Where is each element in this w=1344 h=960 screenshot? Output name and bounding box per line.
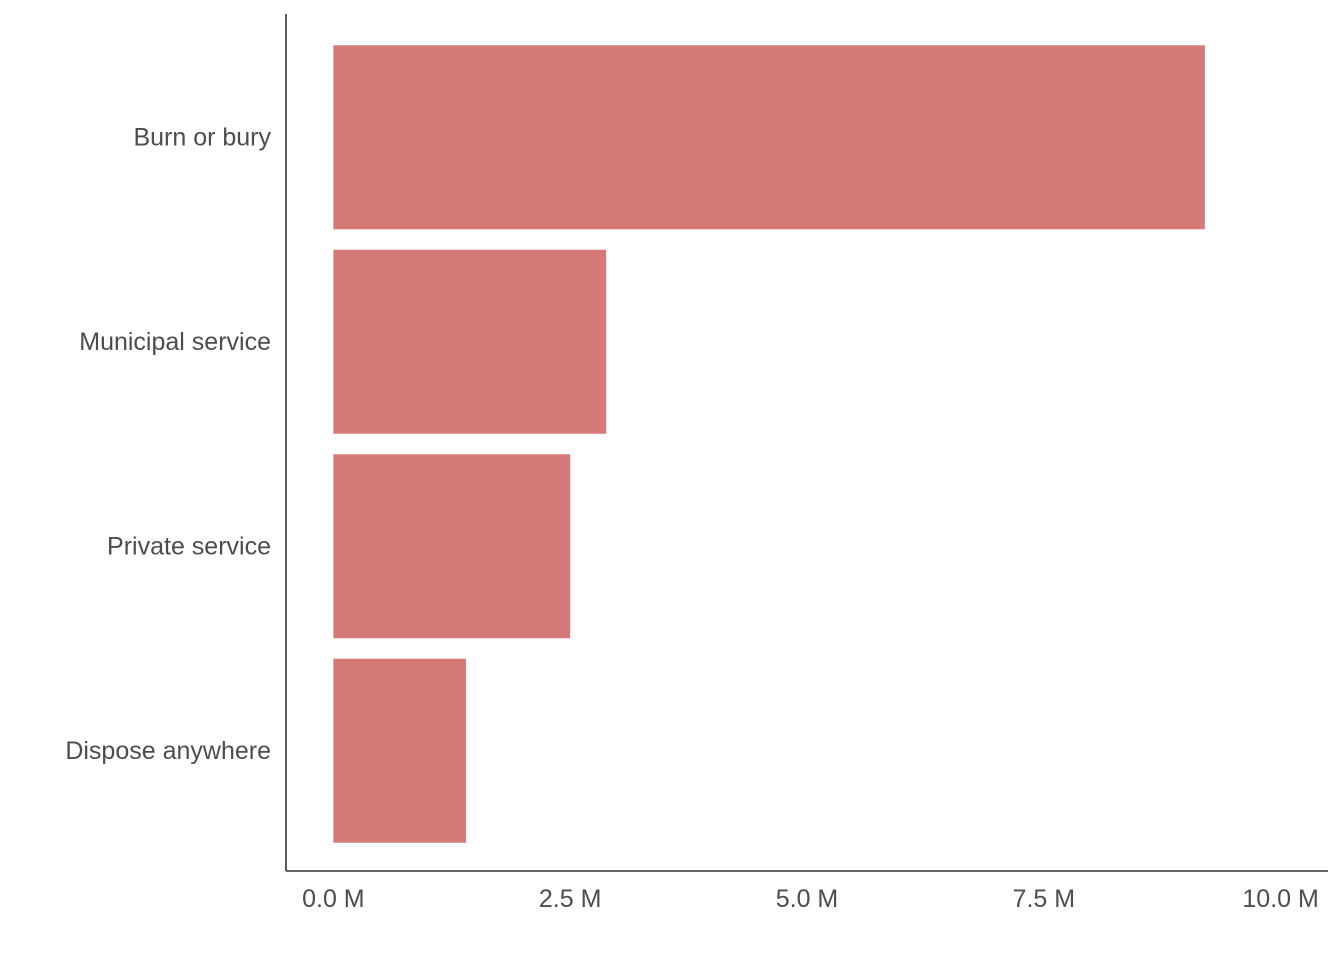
category-label: Municipal service [79,328,271,356]
x-tick-label: 5.0 M [776,885,839,913]
x-tick-label: 0.0 M [302,885,365,913]
x-tick-labels: 0.0 M 2.5 M 5.0 M 7.5 M 10.0 M [302,885,1319,913]
category-label: Dispose anywhere [65,737,271,765]
category-label: Burn or bury [133,123,271,151]
bar-burn-or-bury [333,45,1205,230]
category-label: Private service [107,532,271,560]
x-tick-label: 7.5 M [1013,885,1076,913]
bar-municipal-service [333,249,607,434]
x-tick-label: 2.5 M [539,885,602,913]
category-labels: Burn or bury Municipal service Private ser… [65,123,271,765]
bars-group [333,45,1205,843]
x-tick-label: 10.0 M [1242,885,1318,913]
bar-private-service [333,454,571,639]
bar-dispose-anywhere [333,658,466,843]
